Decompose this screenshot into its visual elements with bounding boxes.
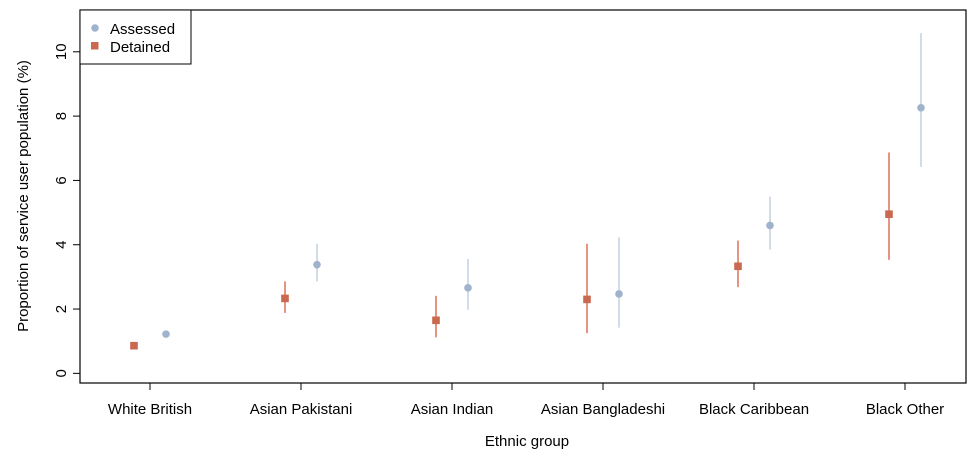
- legend-label-assessed: Assessed: [110, 21, 175, 38]
- y-tick-label: 2: [53, 305, 70, 313]
- x-tick-label: Asian Pakistani: [250, 401, 353, 418]
- x-tick-label: White British: [108, 401, 192, 418]
- legend-marker-detained: [91, 42, 99, 50]
- detained-point: [432, 316, 440, 325]
- assessed-point: [162, 330, 170, 338]
- y-tick-label: 0: [53, 369, 70, 377]
- detained-point: [734, 262, 742, 271]
- legend-marker-assessed: [91, 24, 99, 32]
- x-tick-label: Asian Bangladeshi: [541, 401, 665, 418]
- assessed-point: [464, 284, 472, 292]
- detained-point: [130, 341, 138, 350]
- x-tick-label: Black Caribbean: [699, 401, 809, 418]
- data-marks: [130, 33, 925, 350]
- assessed-point: [766, 221, 774, 230]
- y-tick-label: 6: [53, 176, 70, 184]
- x-axis-title: Ethnic group: [485, 433, 569, 450]
- plot-frame: [79, 9, 967, 384]
- x-axis: White British Asian Pakistani Asian Indian…: [108, 383, 944, 418]
- x-tick-label: Asian Indian: [411, 401, 494, 418]
- detained-point: [885, 210, 893, 218]
- detained-point: [281, 294, 289, 303]
- assessed-point: [313, 260, 321, 269]
- legend-box: [79, 9, 192, 65]
- assessed-point: [615, 290, 623, 298]
- legend: Assessed Detained: [79, 9, 192, 65]
- detained-point: [583, 295, 591, 304]
- y-axis-title: Proportion of service user population (%…: [15, 60, 32, 332]
- y-tick-label: 8: [53, 112, 70, 120]
- legend-label-detained: Detained: [110, 39, 170, 56]
- y-tick-label: 10: [53, 43, 70, 60]
- assessed-point: [917, 103, 925, 112]
- x-tick-label: Black Other: [866, 401, 944, 418]
- y-axis: 0 2 4 6 8 10: [53, 43, 80, 378]
- y-tick-label: 4: [53, 241, 70, 249]
